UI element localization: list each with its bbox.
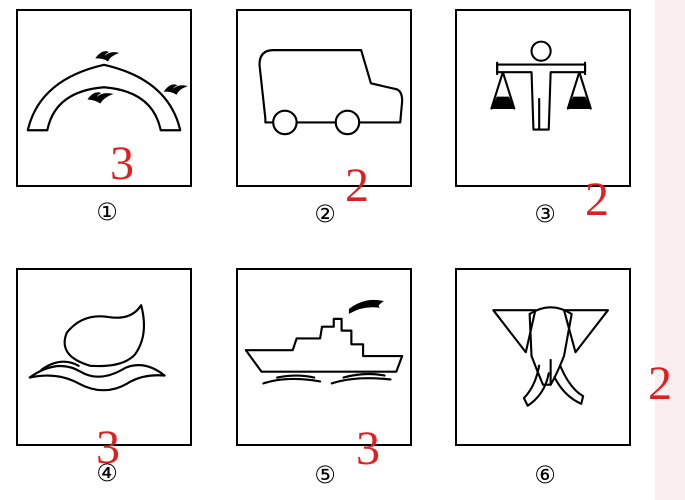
panel-1-bridge [16,9,192,187]
panel-1-annotation: 3 [110,137,134,190]
panel-4-annotation: 3 [96,421,120,474]
bridge-icon [26,51,188,132]
panel-6-annotation: 2 [648,357,672,410]
panel-2-truck [236,9,412,187]
panel-4-number: ④ [96,459,118,487]
ship-icon [244,299,404,385]
panel-3-number: ③ [534,200,556,228]
truck-icon [258,49,404,136]
panel-6-elephant [455,268,631,446]
panel-6-number: ⑥ [534,461,556,489]
peach-icon [28,304,166,392]
panel-5-ship [236,268,412,446]
panel-3-annotation: 2 [585,173,609,226]
right-margin-strip [655,0,685,500]
scales-figure-icon [490,40,592,131]
elephant-head-icon [492,306,610,407]
panel-5-number: ⑤ [314,461,336,489]
panel-1-number: ① [96,198,118,226]
panel-3-scales [455,9,631,187]
panel-2-annotation: 2 [345,159,369,212]
panel-2-number: ② [314,200,336,228]
panel-5-annotation: 3 [356,422,380,475]
panel-4-peach [16,268,192,446]
